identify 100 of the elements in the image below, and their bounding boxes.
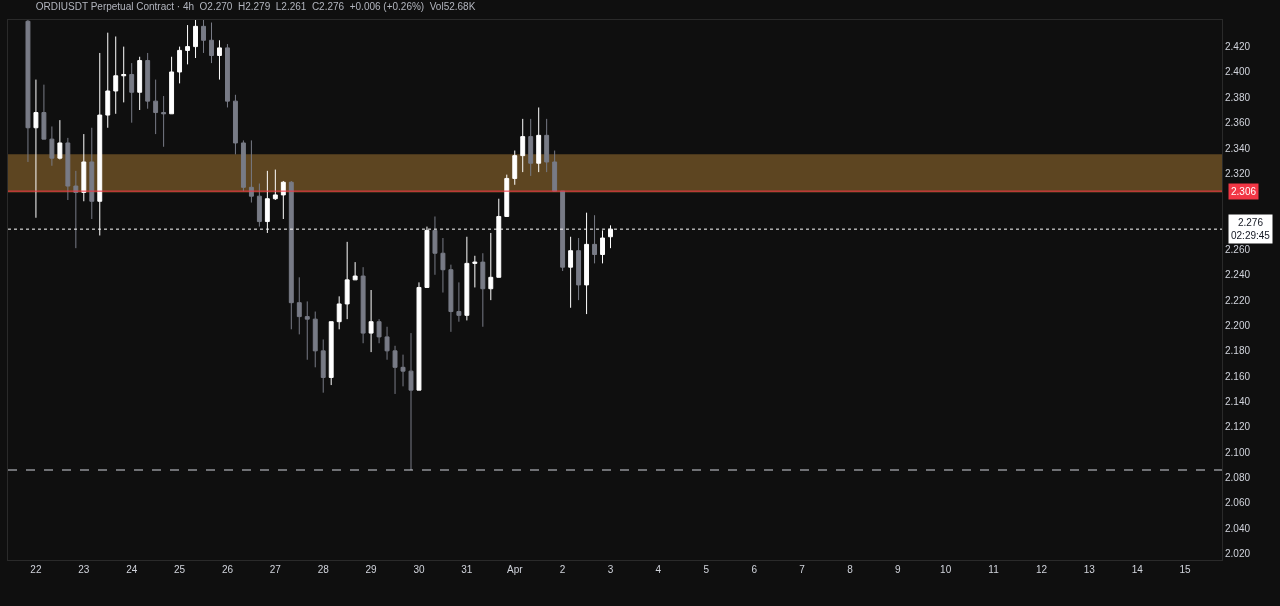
x-tick-label: 14 [1131,564,1144,575]
candlestick [312,311,318,368]
candlestick [504,174,510,217]
x-tick-label: 2 [559,564,566,575]
y-tick-label: 2.040 [1225,522,1251,534]
candlestick [137,56,143,111]
candlestick [240,139,246,192]
x-tick-label: 8 [847,564,854,575]
candlestick [105,32,111,129]
x-tick-label: 22 [30,564,42,575]
candlestick [568,236,574,309]
candlestick [304,300,310,361]
candlestick [536,106,542,173]
x-tick-label: 5 [703,564,710,575]
candlestick [400,354,406,387]
candlestick [512,150,518,186]
candlestick [280,180,286,220]
candlestick [217,39,222,81]
candlestick [560,190,566,272]
y-tick-label: 2.160 [1225,370,1251,382]
y-tick-label: 2.340 [1225,142,1251,154]
candlestick [544,118,550,173]
x-tick-label: 6 [751,564,758,575]
x-tick-label: Apr [506,564,524,575]
candlestick [328,321,334,386]
chart-title: ORDIUSDT Perpetual Contract · 4h O2.270 H2.279 L2.261 C2.276 +0.006 (+0.26%) Vol52.68K [35,1,476,13]
y-tick-label: 2.080 [1225,472,1251,484]
x-tick-label: 11 [988,564,1000,575]
candlestick [65,137,71,201]
x-tick-label: 25 [174,564,186,575]
candlestick [296,276,302,335]
x-tick-label: 26 [221,564,234,575]
candlestick [33,79,39,219]
y-tick-label: 2.360 [1225,117,1251,129]
x-tick-label: 7 [799,564,806,575]
candlestick [520,118,526,173]
candlestick [320,338,326,394]
candlestick [288,180,294,330]
candlestick [169,56,175,115]
y-tick-label: 2.100 [1225,446,1251,458]
y-tick-label: 2.400 [1225,66,1251,78]
candlestick [153,79,159,135]
x-tick-label: 23 [78,564,90,575]
candlestick [416,281,422,391]
x-tick-label: 30 [413,564,425,575]
candlestick [256,183,262,228]
candlestick [129,62,135,124]
x-tick-label: 29 [365,564,378,575]
candlestick [384,326,390,361]
y-tick-label: 2.180 [1225,345,1251,357]
candlestick [528,118,534,177]
candlestick [177,46,183,84]
candlestick [49,125,55,167]
candlestick [592,214,598,264]
candlestick [225,43,230,108]
candlestick [248,139,254,204]
candlestick [368,289,374,353]
y-tick-label: 2.320 [1225,167,1251,179]
y-tick-label: 2.260 [1225,243,1251,255]
candlestick [352,261,358,281]
ref-line-label: 2.306 [1231,186,1257,197]
candlestick [376,318,382,344]
candlestick [145,52,151,110]
x-tick-label: 12 [1035,564,1048,575]
candlestick [161,95,167,148]
candlestick [576,237,582,301]
y-tick-label: 2.380 [1225,91,1251,103]
x-tick-label: 31 [461,564,473,575]
candlestick [488,232,494,301]
y-tick-label: 2.060 [1225,497,1251,509]
candlestick [464,236,470,321]
candlestick [201,20,206,54]
candlestick [121,46,127,103]
candlestick [456,281,462,323]
candlestick [552,150,558,192]
candlestick [432,215,438,276]
x-tick-label: 24 [126,564,138,575]
x-tick-label: 4 [655,564,662,575]
candlestick [440,237,446,294]
x-tick-label: 15 [1179,564,1192,575]
x-tick-label: 3 [607,564,614,575]
ref-line-label: 2.276 02:29:45 [1231,217,1271,241]
candlestick [336,295,342,330]
y-tick-label: 2.020 [1225,548,1251,560]
candlestick [41,84,47,140]
candlestick [81,133,87,202]
x-tick-label: 9 [895,564,902,575]
candlestick [392,345,398,395]
candlestick [448,264,454,333]
candlestick [480,252,486,328]
candlestick [344,241,350,320]
candlestick [113,35,119,115]
y-tick-label: 2.140 [1225,396,1251,408]
x-tick-label: 13 [1083,564,1096,575]
y-tick-label: 2.220 [1225,294,1251,306]
candlestick [272,169,278,201]
candlestick [25,20,31,163]
x-tick-label: 27 [269,564,282,575]
candlestick [89,127,95,220]
y-tick-label: 2.420 [1225,41,1251,53]
